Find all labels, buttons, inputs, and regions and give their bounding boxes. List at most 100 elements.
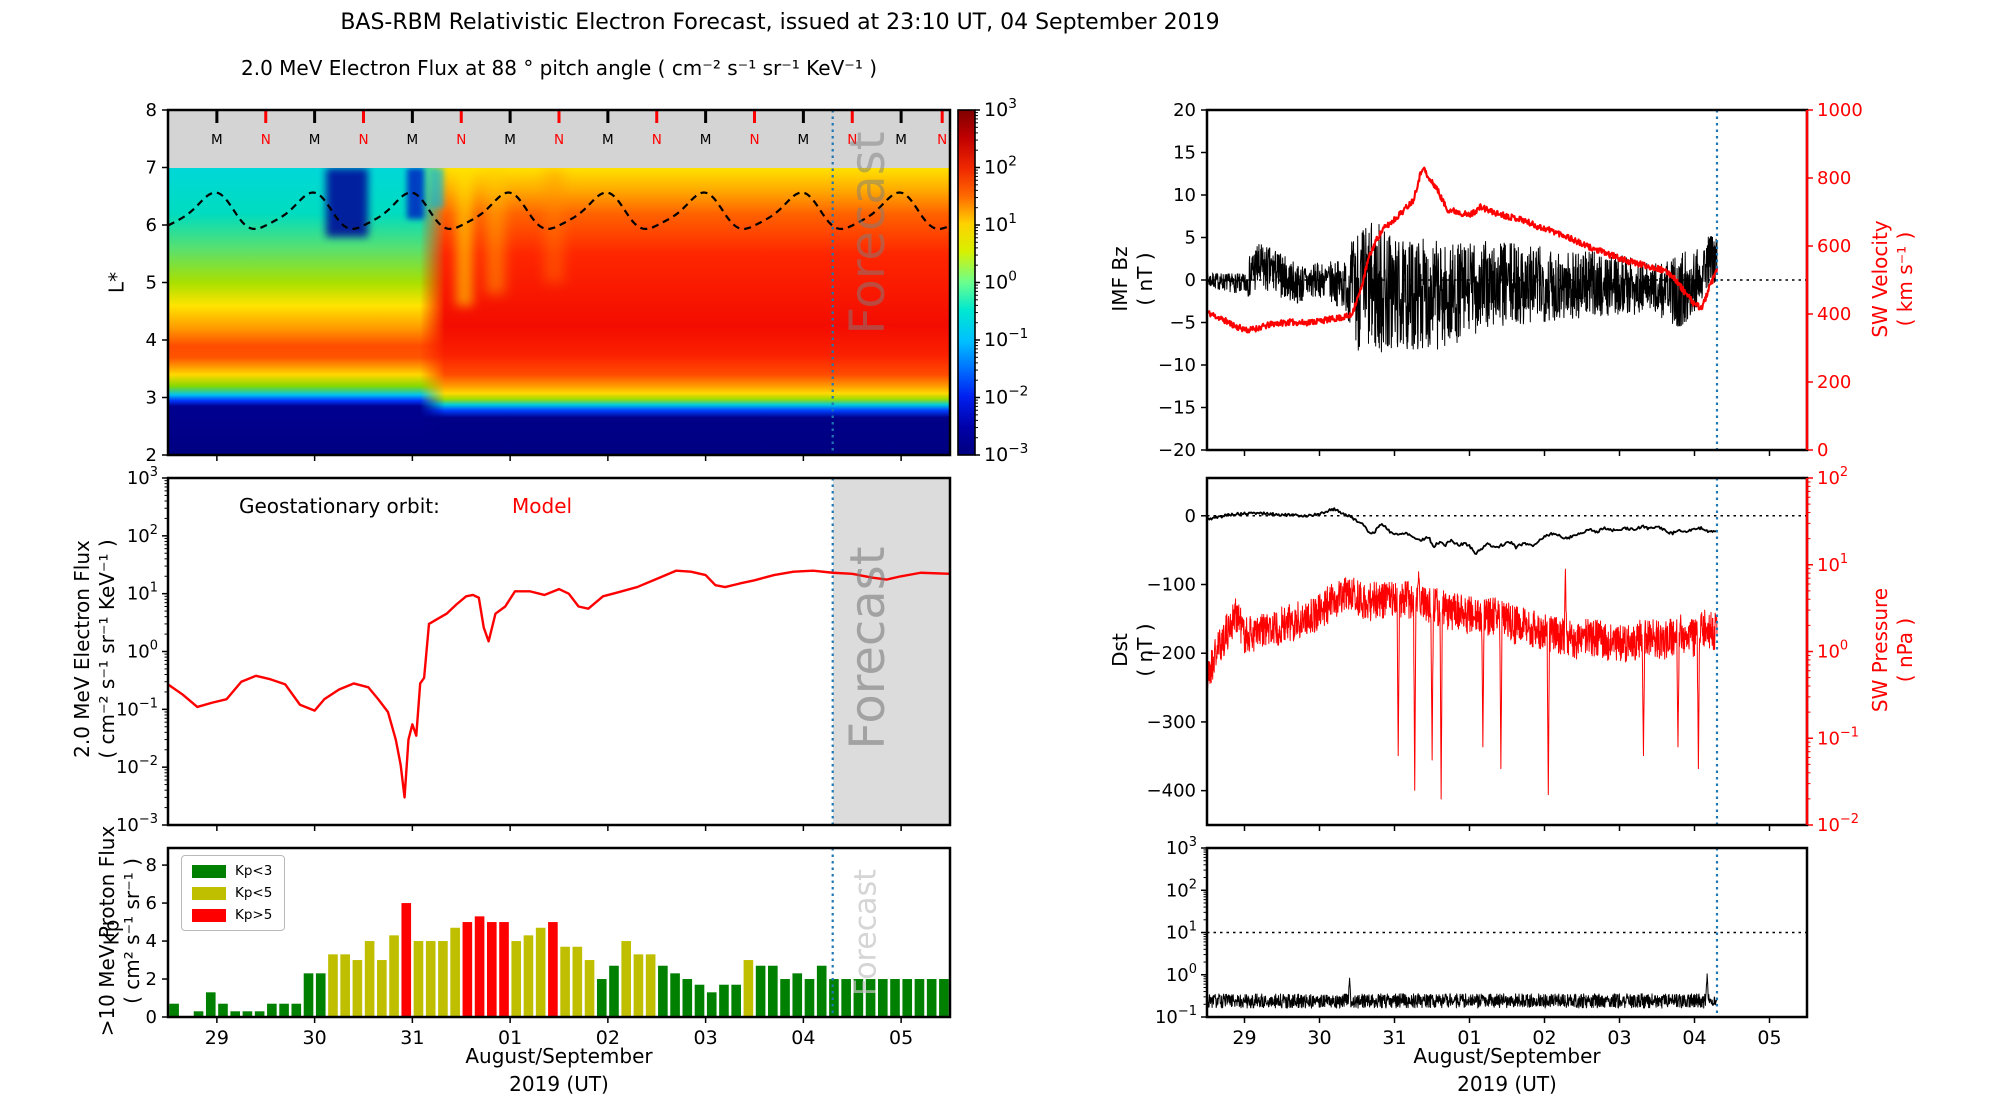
kp-legend-swatch bbox=[192, 864, 226, 878]
kp-bar bbox=[303, 973, 314, 1017]
x-tick-label: 31 bbox=[1382, 1027, 1406, 1049]
y-tick-label: 6 bbox=[146, 215, 157, 236]
kp-bar bbox=[670, 973, 680, 1017]
kp-bar bbox=[535, 927, 546, 1017]
log-tick-label: 100 bbox=[1817, 639, 1848, 663]
panel-frame bbox=[166, 108, 952, 457]
kp-bar bbox=[340, 954, 350, 1017]
x-tick-label: 29 bbox=[1232, 1027, 1256, 1049]
dst-sw-pressure-plot: 0 −100 −200 −300 −400 102 101 100 10−1 10−2 bbox=[1147, 465, 1859, 836]
y-tick-label: 10 bbox=[1173, 185, 1196, 206]
kp-bar bbox=[768, 965, 778, 1017]
kp-legend-item: Kp>5 bbox=[192, 907, 272, 923]
spectrogram-epoch-before-storm bbox=[168, 167, 446, 455]
kp-bar bbox=[841, 979, 851, 1017]
midnight-label: M bbox=[700, 132, 712, 148]
lstar-axis-label: L* bbox=[104, 271, 129, 294]
kp-bar bbox=[377, 960, 387, 1017]
x-tick-label: 01 bbox=[1457, 1027, 1481, 1049]
kp-bar bbox=[658, 965, 668, 1017]
spectrogram-title: 2.0 MeV Electron Flux at 88 ° pitch angl… bbox=[240, 56, 877, 80]
kp-bar bbox=[230, 1011, 241, 1017]
imf-bz-axis-label-line2: ( nT ) bbox=[1133, 252, 1157, 306]
kp-bar bbox=[719, 984, 729, 1017]
model-flux-line bbox=[168, 569, 950, 799]
kp-bar bbox=[474, 916, 485, 1017]
midnight-label: M bbox=[211, 132, 223, 148]
forecast-watermark-flux: Forecast bbox=[840, 546, 896, 750]
log-tick-label: 103 bbox=[1166, 835, 1197, 859]
log-tick-label: 10−2 bbox=[1817, 812, 1859, 836]
kp-bar bbox=[218, 1003, 228, 1017]
y-tick-label: −20 bbox=[1158, 440, 1196, 461]
log-tick-label: 10−2 bbox=[984, 384, 1028, 409]
y-tick-label: 5 bbox=[1185, 228, 1196, 249]
kp-bar bbox=[511, 941, 522, 1017]
sw-pressure-axis-label-line2: ( nPa ) bbox=[1893, 617, 1917, 683]
kp-bar bbox=[816, 965, 827, 1017]
y-tick-label: 6 bbox=[146, 893, 157, 914]
dst-axis-label-line2: ( nT ) bbox=[1133, 623, 1157, 677]
x-tick-label: 30 bbox=[1307, 1027, 1331, 1049]
right-xaxis-label-line2: 2019 (UT) bbox=[1457, 1072, 1557, 1096]
log-tick-label: 100 bbox=[984, 269, 1017, 294]
x-tick-label: 04 bbox=[791, 1027, 815, 1049]
x-tick-label: 02 bbox=[596, 1027, 620, 1049]
kp-bar bbox=[682, 979, 693, 1017]
kp-bar bbox=[584, 960, 595, 1017]
forecast-shaded-region bbox=[832, 478, 950, 825]
noon-label: N bbox=[749, 132, 759, 148]
y-tick-label: 8 bbox=[146, 100, 157, 121]
kp-bar bbox=[205, 992, 216, 1017]
panel-frame bbox=[166, 476, 952, 827]
left-xaxis-label-line2: 2019 (UT) bbox=[509, 1072, 609, 1096]
kp-bar bbox=[694, 984, 705, 1017]
kp-bar bbox=[450, 927, 460, 1017]
y-tick-label: 0 bbox=[146, 1007, 157, 1028]
sw-pressure-axis-label-line1: SW Pressure bbox=[1868, 587, 1892, 713]
kp-bar bbox=[279, 1003, 289, 1017]
y-tick-label: 20 bbox=[1173, 100, 1196, 121]
y-tick-label: −300 bbox=[1147, 712, 1196, 733]
kp-bar bbox=[413, 941, 424, 1017]
log-tick-label: 102 bbox=[1817, 465, 1848, 489]
forecast-watermark-kp: Forecast bbox=[848, 869, 884, 996]
x-tick-label: 30 bbox=[303, 1027, 327, 1049]
geo-orbit-label: Geostationary orbit: bbox=[239, 494, 440, 518]
log-tick-label: 103 bbox=[984, 96, 1017, 121]
kp-bar bbox=[853, 979, 864, 1017]
colorbar-gradient bbox=[958, 110, 975, 455]
sw-pressure-line bbox=[1207, 568, 1718, 800]
kp-legend-label: Kp>5 bbox=[235, 907, 273, 923]
y-tick-label: −400 bbox=[1147, 781, 1196, 802]
kp-bar bbox=[364, 941, 375, 1017]
kp-bar bbox=[548, 922, 558, 1017]
kp-bar bbox=[596, 979, 607, 1017]
log-tick-label: 100 bbox=[1166, 962, 1197, 986]
proton-flux-plot: 103 102 101 100 10−1 29 30 31 01 02 03 04 05 bbox=[1155, 835, 1809, 1049]
y-tick-label: −100 bbox=[1147, 575, 1196, 596]
kp-bar bbox=[755, 965, 766, 1017]
x-tick-label: 05 bbox=[1757, 1027, 1781, 1049]
kp-bar bbox=[328, 954, 338, 1017]
velocity-tick-label: 800 bbox=[1817, 168, 1851, 189]
log-tick-label: 100 bbox=[127, 639, 158, 663]
x-tick-label: 03 bbox=[1607, 1027, 1631, 1049]
kp-bar bbox=[499, 922, 509, 1017]
kp-bar bbox=[267, 1003, 277, 1017]
kp-bar bbox=[462, 922, 473, 1017]
right-xaxis-label-line1: August/September bbox=[1413, 1044, 1601, 1068]
kp-bar bbox=[890, 979, 900, 1017]
log-tick-label: 101 bbox=[127, 581, 158, 605]
spectrogram-streak bbox=[485, 167, 506, 294]
proton-flux-line bbox=[1207, 973, 1718, 1009]
noon-label: N bbox=[261, 132, 271, 148]
proton-flux-axis-label-line2: ( cm² s⁻¹ sr⁻¹ ) bbox=[120, 858, 144, 1004]
proton-flux-axis-label-line1: >10 MeV Proton Flux bbox=[95, 825, 119, 1037]
log-tick-label: 10−3 bbox=[984, 441, 1028, 466]
kp-bar bbox=[315, 973, 326, 1017]
midnight-label: M bbox=[895, 132, 907, 148]
log-tick-label: 10−3 bbox=[116, 812, 158, 836]
